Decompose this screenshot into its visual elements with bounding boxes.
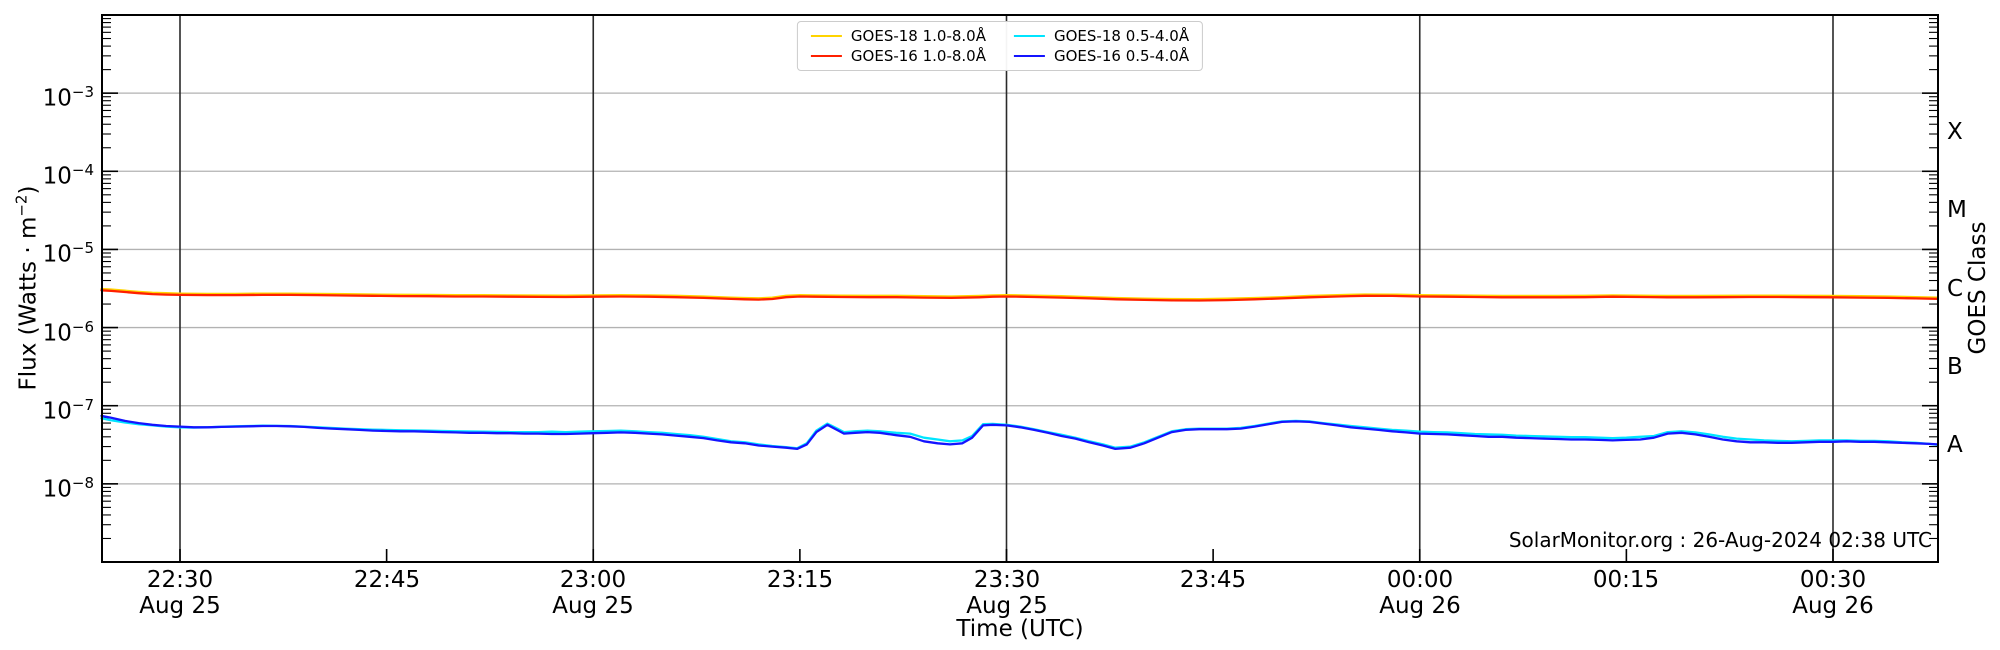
plot-border (101, 14, 1939, 563)
goes-class-label-c: C (1947, 276, 1964, 302)
y-tick-label: 10−3 (42, 83, 94, 112)
x-tick-label: 00:15 (1592, 567, 1660, 593)
y-tick-label: 10−7 (42, 396, 94, 425)
goes-class-label-a: A (1947, 432, 1963, 458)
x-tick-date-label: Aug 26 (1792, 593, 1874, 619)
legend-item-1: GOES-16 1.0-8.0Å (810, 47, 986, 65)
legend-line-swatch (810, 54, 842, 58)
x-tick-label: 22:30 (146, 567, 214, 593)
goes-class-label-b: B (1947, 354, 1963, 380)
x-tick-date-label: Aug 26 (1379, 593, 1461, 619)
legend-label: GOES-18 1.0-8.0Å (850, 27, 986, 45)
flux-line-2 (100, 417, 1939, 450)
y-axis-title-superscript: −2 (12, 194, 31, 217)
x-tick-date-label: Aug 25 (966, 593, 1048, 619)
legend: GOES-18 1.0-8.0Å GOES-18 0.5-4.0Å GOES-16 … (796, 21, 1204, 71)
flux-line-3 (100, 414, 1939, 451)
flux-line-0 (100, 287, 1939, 301)
flux-line-1 (100, 289, 1939, 302)
x-tick-date-label: Aug 25 (552, 593, 634, 619)
x-tick-label: 00:00 (1386, 567, 1454, 593)
legend-line-swatch (810, 34, 842, 38)
legend-item-2: GOES-18 0.5-4.0Å (1014, 27, 1189, 45)
y-tick-label: 10−6 (42, 318, 94, 347)
legend-item-0: GOES-18 1.0-8.0Å (810, 27, 986, 45)
goes-class-label-m: M (1947, 197, 1967, 223)
y-axis-title-flux: Flux (Watts · m−2) (13, 186, 42, 391)
x-axis-title-time-utc: Time (UTC) (956, 616, 1084, 642)
x-tick-date-label: Aug 25 (139, 593, 221, 619)
y-tick-label: 10−8 (42, 474, 94, 503)
x-tick-label: 22:45 (353, 567, 421, 593)
legend-label: GOES-16 1.0-8.0Å (850, 47, 986, 65)
y-tick-label: 10−4 (42, 161, 94, 190)
legend-item-3: GOES-16 0.5-4.0Å (1014, 47, 1189, 65)
goes-class-label-x: X (1947, 119, 1963, 145)
legend-label: GOES-18 0.5-4.0Å (1054, 27, 1190, 45)
y-tick-label: 10−5 (42, 239, 94, 268)
legend-label: GOES-16 0.5-4.0Å (1054, 47, 1190, 65)
x-tick-label: 23:00 (559, 567, 627, 593)
watermark-solarmonitor: SolarMonitor.org : 26-Aug-2024 02:38 UTC (1508, 528, 1932, 552)
legend-line-swatch (1014, 54, 1045, 58)
x-tick-label: 23:45 (1179, 567, 1247, 593)
x-tick-label: 23:15 (766, 567, 834, 593)
legend-line-swatch (1014, 34, 1045, 38)
x-tick-label: 23:30 (973, 567, 1041, 593)
x-tick-label: 00:30 (1799, 567, 1867, 593)
